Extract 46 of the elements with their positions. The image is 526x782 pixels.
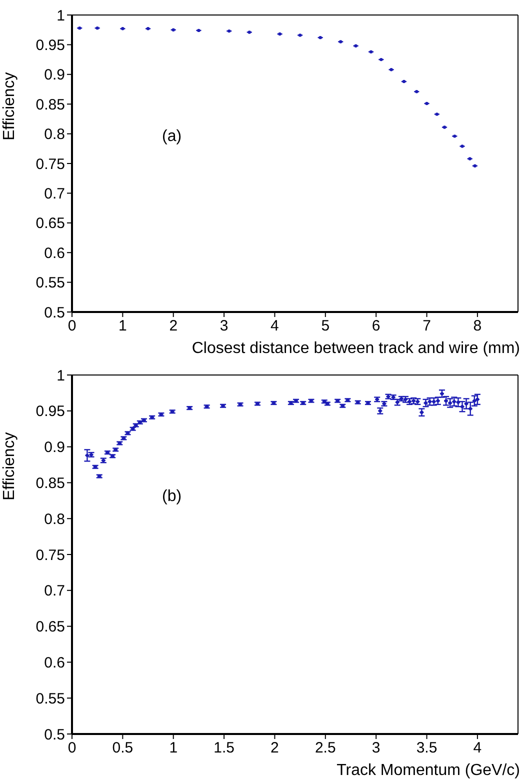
x-tick-label: 2 — [169, 318, 178, 335]
y-tick-label: 0.65 — [36, 215, 65, 232]
y-tick-label: 0.6 — [44, 244, 65, 262]
x-tick-label: 4 — [473, 740, 482, 757]
x-tick-label: 8 — [473, 318, 482, 335]
x-axis-title: Track Momentum (GeV/c) — [336, 762, 520, 780]
x-tick-label: 4 — [270, 318, 279, 335]
x-tick-label: 0 — [68, 740, 76, 757]
y-tick-label: 0.95 — [36, 403, 65, 420]
y-tick-label: 0.6 — [44, 654, 65, 672]
x-tick-label: 1 — [118, 318, 127, 335]
y-tick-label: 0.9 — [44, 66, 65, 84]
x-tick-label: 2 — [270, 740, 279, 757]
y-tick-label: 0.85 — [36, 96, 65, 114]
y-tick-label: 0.5 — [44, 304, 65, 322]
x-tick-label: 1 — [169, 740, 178, 757]
x-tick-label: 3 — [220, 318, 228, 335]
y-tick-label: 0.85 — [36, 475, 65, 492]
y-tick-label: 0.5 — [44, 726, 65, 744]
y-tick-label: 1 — [56, 7, 65, 24]
x-tick-label: 3 — [372, 740, 380, 757]
x-tick-label: 6 — [372, 318, 380, 335]
x-tick-label: 0.5 — [112, 740, 134, 757]
y-tick-label: 0.7 — [44, 186, 65, 203]
y-tick-label: 1 — [56, 367, 65, 384]
y-tick-label: 0.8 — [44, 510, 65, 528]
y-tick-label: 0.55 — [36, 690, 65, 708]
x-tick-label: 1.5 — [214, 740, 234, 757]
x-tick-label: 0 — [68, 318, 76, 335]
y-axis-title: Efficiency — [0, 432, 19, 500]
x-tick-label: 2.5 — [314, 740, 336, 757]
x-tick-label: 7 — [422, 318, 431, 335]
x-tick-label: 5 — [321, 318, 330, 335]
x-tick-label: 3.5 — [416, 740, 438, 757]
y-tick-label: 0.8 — [44, 126, 65, 144]
y-tick-label: 0.55 — [36, 274, 65, 292]
annotation: (a) — [162, 128, 182, 146]
x-axis-title: Closest distance between track and wire (mm) — [192, 340, 520, 358]
y-tick-label: 0.75 — [36, 546, 65, 564]
y-tick-label: 0.9 — [44, 439, 65, 456]
y-tick-label: 0.7 — [44, 582, 65, 600]
y-axis-title: Efficiency — [0, 72, 19, 140]
annotation: (b) — [162, 488, 182, 506]
y-tick-label: 0.95 — [36, 37, 65, 54]
y-tick-label: 0.75 — [36, 156, 65, 173]
y-tick-label: 0.65 — [36, 618, 65, 636]
